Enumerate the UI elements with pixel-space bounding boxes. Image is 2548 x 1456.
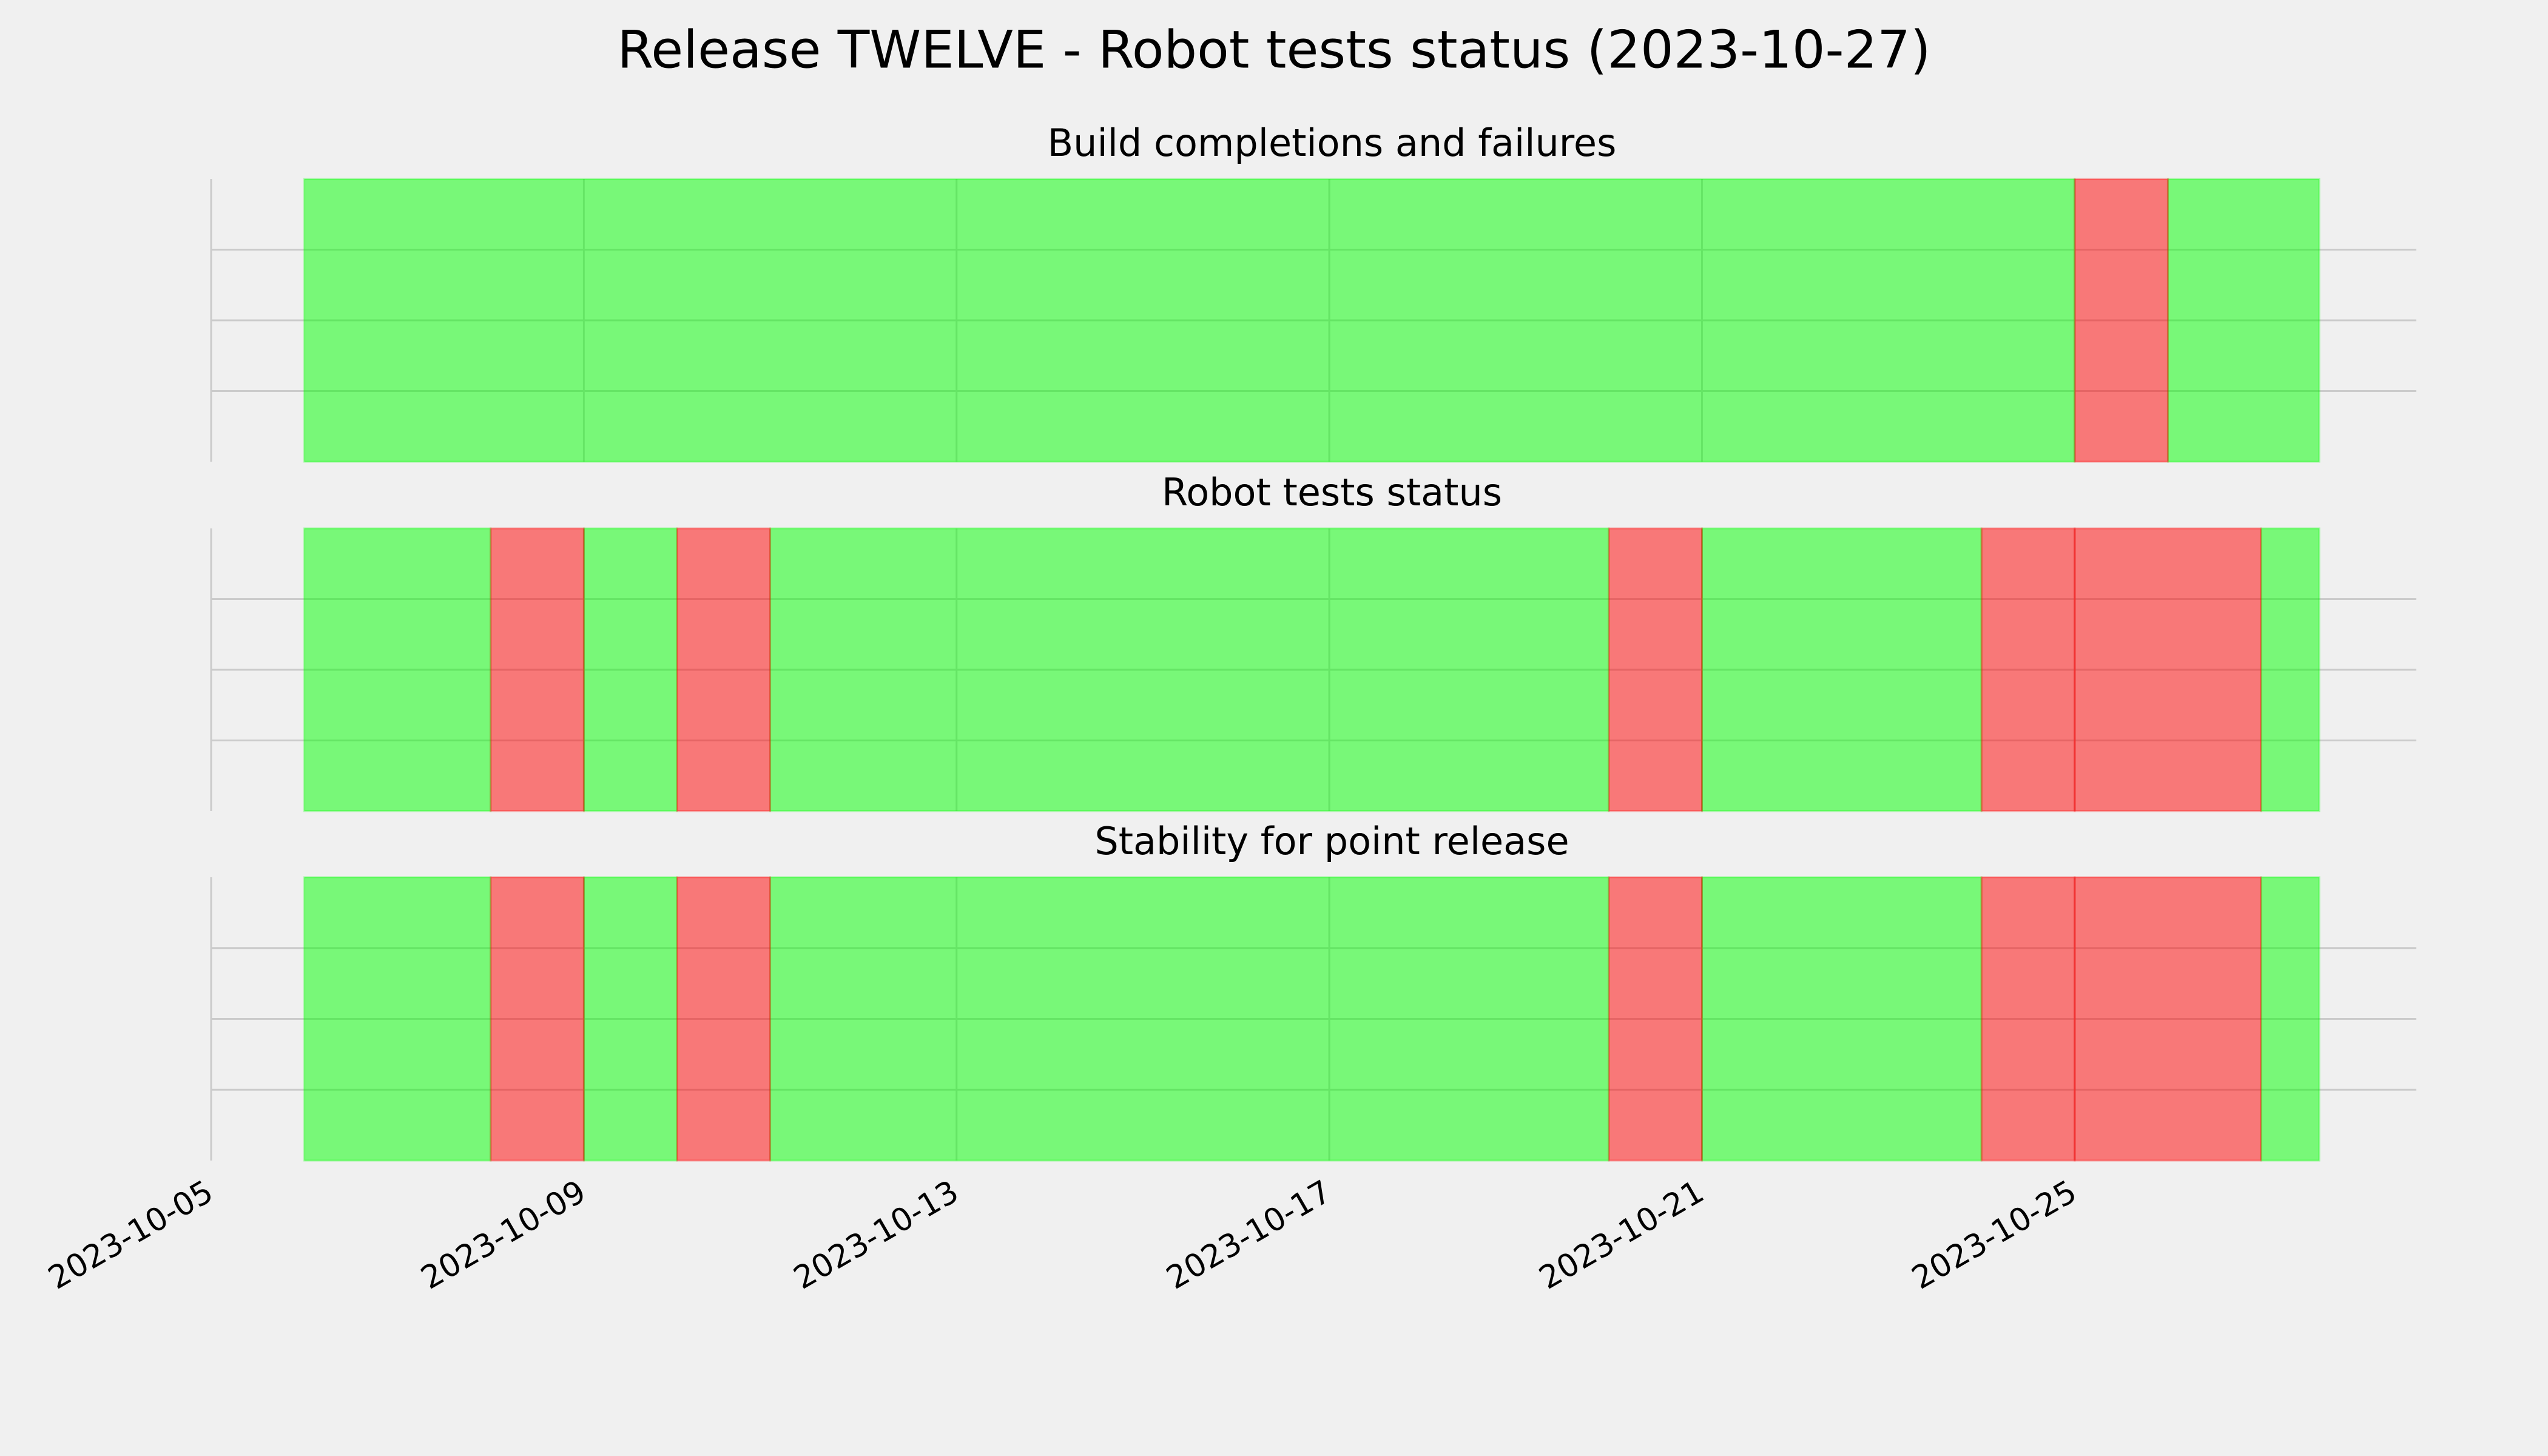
- status-span: [2166, 178, 2320, 463]
- status-span: [2074, 527, 2262, 812]
- status-span: [769, 876, 1610, 1162]
- status-span: [1700, 876, 1983, 1162]
- status-span: [2074, 178, 2169, 463]
- status-span: [2260, 876, 2320, 1162]
- status-span: [1608, 876, 1703, 1162]
- status-span: [582, 527, 678, 812]
- panel-title: Robot tests status: [1162, 470, 1502, 514]
- status-span: [676, 876, 772, 1162]
- status-span: [1700, 527, 1983, 812]
- panel-title: Stability for point release: [1094, 819, 1569, 863]
- status-span: [582, 876, 678, 1162]
- status-span: [676, 527, 772, 812]
- panel-title: Build completions and failures: [1048, 121, 1617, 165]
- status-span: [1608, 527, 1703, 812]
- chart-title: Release TWELVE - Robot tests status (202…: [617, 19, 1930, 80]
- status-span: [769, 527, 1610, 812]
- status-span: [2074, 876, 2262, 1162]
- status-span: [1980, 527, 2076, 812]
- status-span: [490, 876, 585, 1162]
- status-span: [303, 178, 2076, 463]
- status-span: [303, 527, 492, 812]
- status-span: [490, 527, 585, 812]
- status-span: [2260, 527, 2320, 812]
- status-span: [1980, 876, 2076, 1162]
- status-span: [303, 876, 492, 1162]
